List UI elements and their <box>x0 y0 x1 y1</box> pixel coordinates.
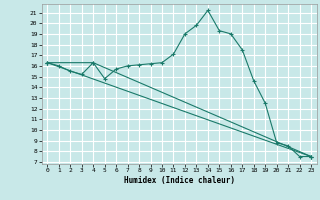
X-axis label: Humidex (Indice chaleur): Humidex (Indice chaleur) <box>124 176 235 185</box>
